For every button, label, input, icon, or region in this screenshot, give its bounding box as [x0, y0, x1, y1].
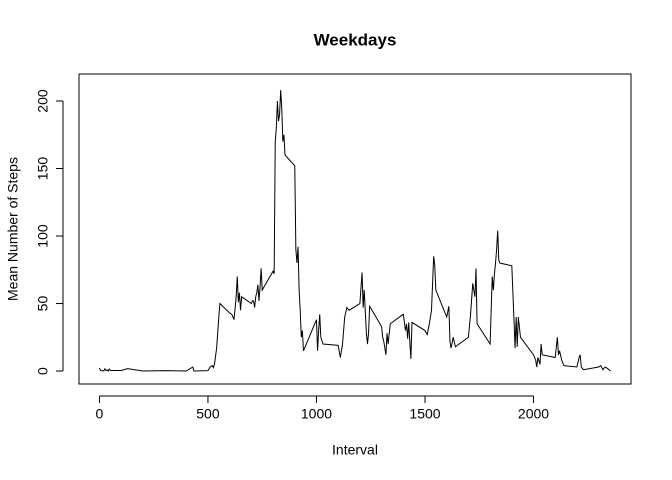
x-tick-label: 1000	[301, 406, 332, 422]
x-tick-label: 1500	[409, 406, 440, 422]
chart-title: Weekdays	[314, 30, 397, 49]
y-tick-label: 200	[35, 89, 51, 113]
x-tick-label: 0	[96, 406, 104, 422]
y-tick-label: 0	[35, 367, 51, 375]
y-tick-label: 50	[35, 296, 51, 312]
x-tick-label: 500	[196, 406, 220, 422]
y-tick-label: 100	[35, 224, 51, 248]
data-line	[98, 90, 611, 372]
x-tick-label: 2000	[518, 406, 549, 422]
plot-box	[78, 73, 632, 385]
y-tick-label: 150	[35, 157, 51, 181]
y-axis-label: Mean Number of Steps	[5, 157, 21, 301]
x-axis-label: Interval	[332, 442, 378, 458]
